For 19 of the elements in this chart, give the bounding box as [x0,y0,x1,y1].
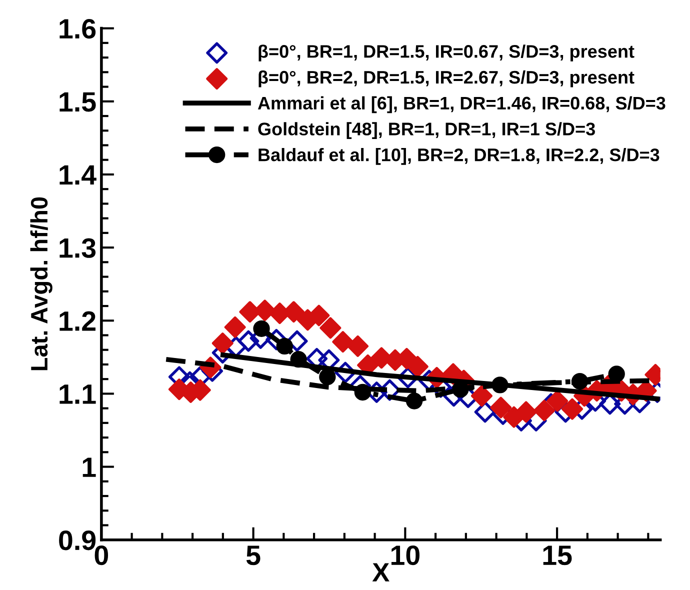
legend-label: Ammari et al [6], BR=1, DR=1.46, IR=0.68, S/D=3 [258,96,666,114]
y-tick-label: 0.9 [59,530,96,550]
legend-label: β=0°, BR=2, DR=1.5, IR=2.67, S/D=3, present [258,70,634,88]
y-tick-label: 1.6 [60,18,96,39]
y-tick-label: 1.2 [60,311,96,331]
x-tick-label: 5 [246,546,260,566]
x-tick-label: 10 [391,545,420,566]
y-tick-label: 1.5 [60,92,96,112]
legend-label: Baldauf et al. [10], BR=2, DR=1.8, IR=2.2, S/D=3 [258,148,660,165]
y-tick-label: 1.4 [60,165,96,185]
x-axis-title: X [372,563,390,582]
legend-label: β=0°, BR=1, DR=1.5, IR=0.67, S/D=3, present [258,44,634,62]
y-axis-title: Lat. Avgd. hf/h0 [30,197,52,370]
x-tick-label: 15 [543,546,572,566]
legend-label: Goldstein [48], BR=1, DR=1, IR=1 S/D=3 [258,122,595,139]
y-tick-label: 1.3 [60,238,96,258]
x-tick-label: 0 [94,545,108,566]
y-tick-label: 1.1 [60,384,96,404]
y-tick-label: 1 [82,458,96,477]
